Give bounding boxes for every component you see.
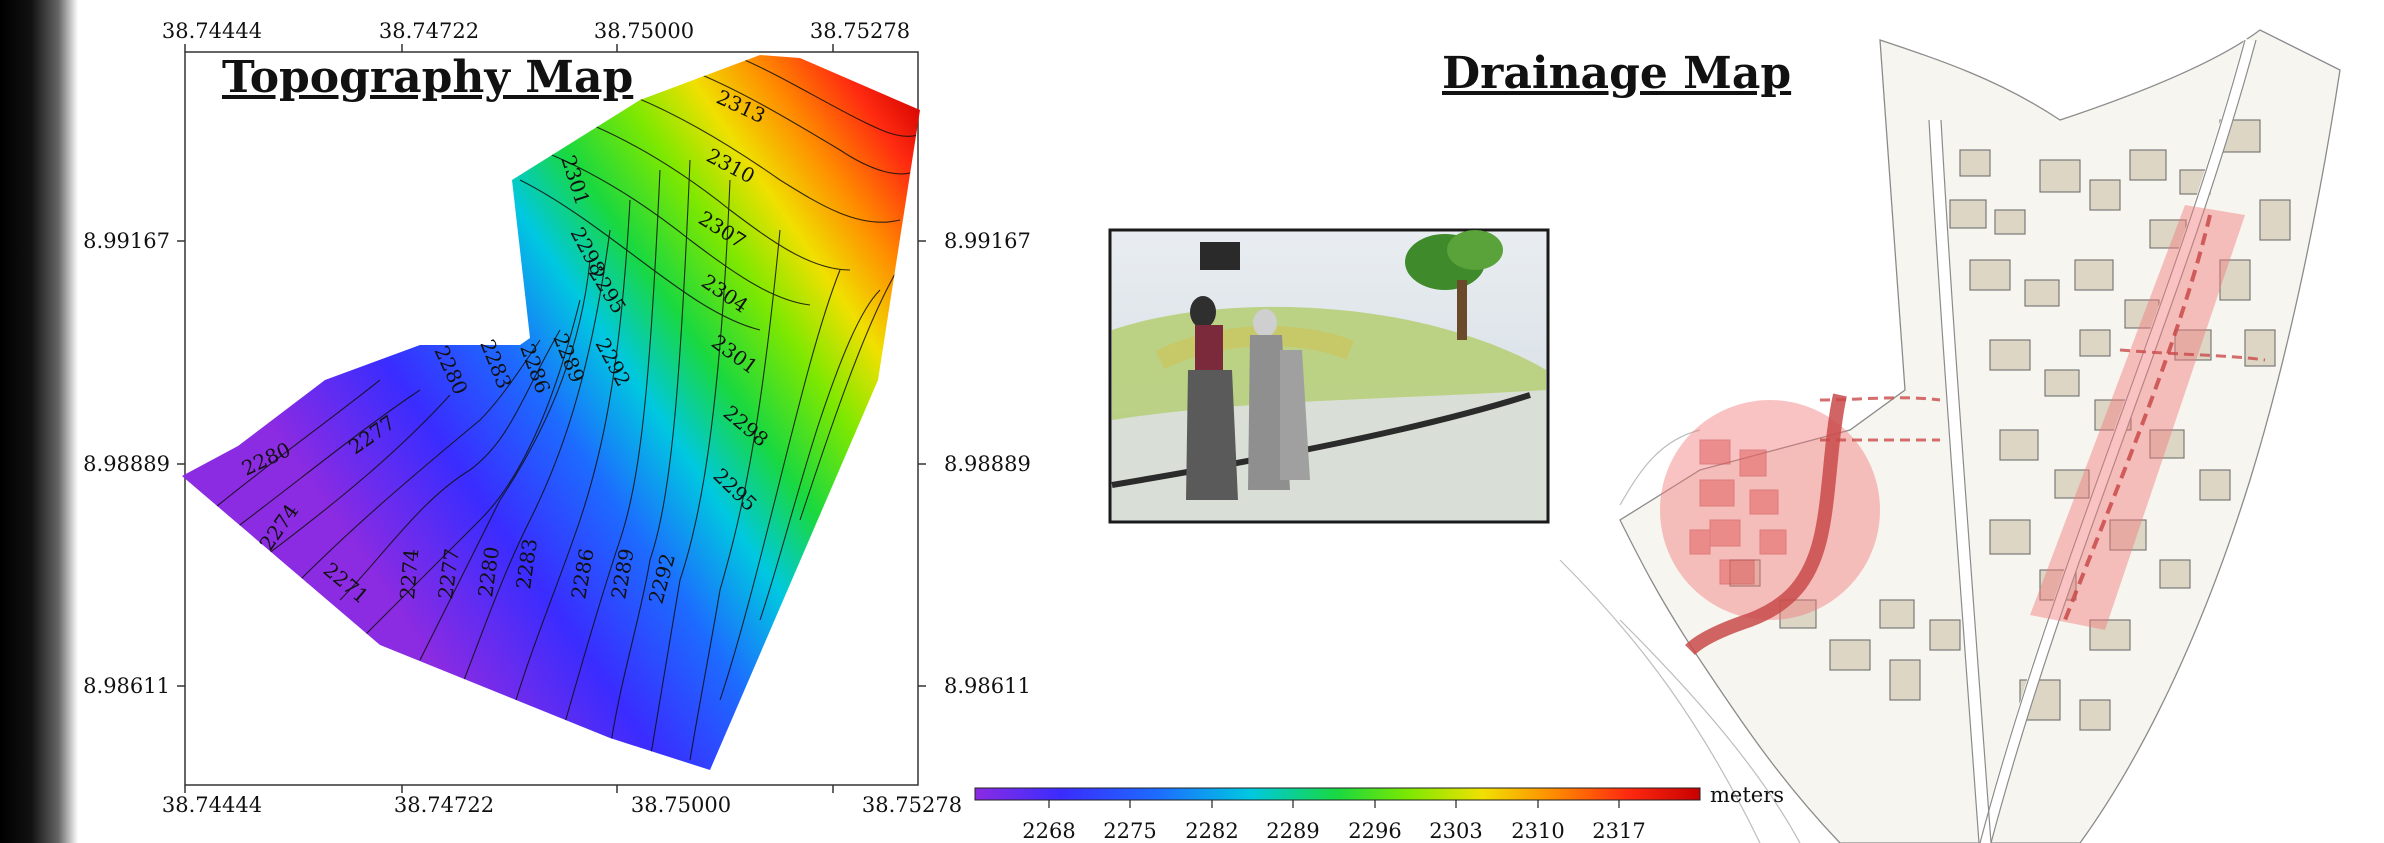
legend-value: 2268 [1022, 819, 1075, 843]
y-axis-right-labels: 8.99167 8.98889 8.98611 [944, 229, 1031, 698]
x-tick-label: 38.74444 [162, 793, 262, 817]
x-tick-label: 38.74722 [394, 793, 494, 817]
y-axis-left-labels: 8.99167 8.98889 8.98611 [83, 229, 170, 698]
contour-label: 2274 [395, 548, 423, 601]
axis-tick-marks [177, 44, 926, 793]
x-tick-label: 38.75000 [631, 793, 731, 817]
topography-map-title: Topography Map [222, 52, 634, 103]
elevation-legend: meters 2268 2275 2282 2289 2296 2303 231… [974, 783, 1784, 843]
x-tick-label: 38.75000 [594, 19, 694, 43]
legend-value: 2275 [1103, 819, 1156, 843]
x-tick-label: 38.74722 [379, 19, 479, 43]
legend-value: 2289 [1266, 819, 1319, 843]
painted-figures [1186, 296, 1310, 500]
contour-lines [199, 57, 919, 761]
legend-value: 2282 [1185, 819, 1238, 843]
drainage-map [1559, 29, 2341, 843]
topography-map: 2313 2310 2307 2304 2301 2298 2295 2292 … [83, 19, 1031, 817]
legend-value: 2310 [1511, 819, 1564, 843]
legend-color-bar [974, 787, 1701, 801]
legend-value: 2296 [1348, 819, 1401, 843]
y-tick-label: 8.98889 [944, 452, 1031, 476]
x-tick-label: 38.74444 [162, 19, 262, 43]
drainage-zone-corridor [2030, 205, 2245, 630]
y-tick-label: 8.99167 [944, 229, 1031, 253]
legend-unit: meters [1710, 783, 1784, 807]
building-parcels [1729, 119, 2291, 731]
elevation-surface [182, 55, 920, 770]
x-tick-label: 38.75278 [810, 19, 910, 43]
drainage-channel [1685, 393, 1847, 656]
legend-value: 2303 [1429, 819, 1482, 843]
drainage-map-title: Drainage Map [1442, 48, 1792, 99]
y-tick-label: 8.98611 [83, 674, 170, 698]
x-axis-bottom-labels: 38.74444 38.74722 38.75000 38.75278 [162, 793, 962, 817]
x-tick-label: 38.75278 [862, 793, 962, 817]
y-tick-label: 8.98889 [83, 452, 170, 476]
y-tick-label: 8.98611 [944, 674, 1031, 698]
y-tick-label: 8.99167 [83, 229, 170, 253]
topography-frame [184, 51, 919, 786]
legend-value: 2317 [1592, 819, 1645, 843]
x-axis-top-labels: 38.74444 38.74722 38.75000 38.75278 [162, 19, 910, 43]
left-edge-shadow [0, 0, 78, 843]
watercolor-painting [1108, 228, 1550, 524]
